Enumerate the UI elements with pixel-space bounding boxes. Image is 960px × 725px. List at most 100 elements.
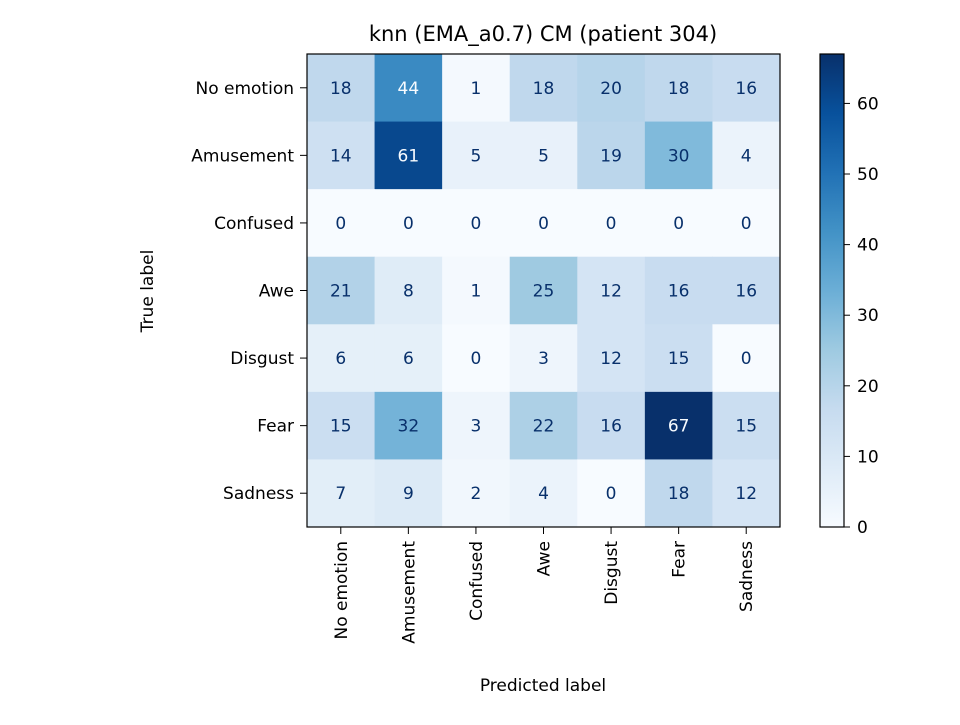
colorbar-ticks: 0 10 20 30 40 50 60	[844, 94, 879, 538]
heatmap-cell	[644, 391, 713, 460]
heatmap-cell	[374, 391, 443, 460]
heatmap-cell	[712, 256, 781, 325]
cell-value-label: 12	[735, 484, 757, 504]
cell-value-label: 4	[538, 484, 549, 504]
heatmap-cell	[644, 256, 713, 325]
heatmap-cell	[442, 324, 511, 393]
cell-value-label: 16	[668, 282, 690, 302]
cell-value-label: 18	[330, 79, 352, 99]
cell-value-label: 32	[398, 417, 420, 437]
heatmap-cell	[374, 256, 443, 325]
heatmap-cell	[374, 189, 443, 258]
cell-value-label: 3	[538, 349, 549, 369]
colorbar-tick-label: 40	[857, 236, 879, 256]
cell-value-label: 7	[335, 484, 346, 504]
y-tick-label: Awe	[259, 282, 294, 302]
heatmap-cell	[442, 391, 511, 460]
cell-value-label: 0	[335, 214, 346, 234]
cell-value-label: 21	[330, 282, 352, 302]
heatmap-cell	[644, 189, 713, 258]
x-tick-label: Amusement	[399, 541, 419, 644]
cell-value-label: 2	[471, 484, 482, 504]
cell-value-label: 0	[741, 214, 752, 234]
x-tick-label: Sadness	[737, 541, 757, 612]
cell-value-label: 20	[600, 79, 622, 99]
cell-value-label: 16	[735, 79, 757, 99]
cell-value-label: 0	[471, 214, 482, 234]
cell-value-label: 0	[741, 349, 752, 369]
heatmap-cell	[577, 256, 646, 325]
heatmap-cell	[442, 121, 511, 190]
cell-value-label: 6	[403, 349, 414, 369]
y-tick-label: Fear	[257, 417, 294, 437]
cell-value-label: 0	[471, 349, 482, 369]
cell-value-label: 5	[538, 146, 549, 166]
cell-value-label: 1	[471, 282, 482, 302]
heatmap-cell	[509, 256, 578, 325]
heatmap-cell	[712, 324, 781, 393]
heatmap-cell	[307, 459, 376, 528]
cell-value-label: 1	[471, 79, 482, 99]
colorbar-tick-label: 0	[857, 518, 868, 538]
y-tick-label: No emotion	[195, 79, 294, 99]
heatmap-cell	[509, 121, 578, 190]
cell-value-label: 25	[533, 282, 555, 302]
heatmap-cell	[712, 391, 781, 460]
cell-value-label: 0	[606, 214, 617, 234]
x-tick-label: Disgust	[602, 541, 622, 605]
heatmap-cell	[577, 54, 646, 123]
x-axis-label: Predicted label	[480, 676, 606, 696]
heatmap-cell	[509, 54, 578, 123]
heatmap-cell	[712, 121, 781, 190]
cell-value-label: 16	[600, 417, 622, 437]
heatmap-cell	[374, 54, 443, 123]
heatmap-cell	[712, 189, 781, 258]
x-tick-label: Fear	[670, 541, 690, 578]
cell-value-label: 44	[398, 79, 420, 99]
heatmap-cell	[442, 54, 511, 123]
heatmap-cell	[307, 189, 376, 258]
heatmap-cell	[442, 189, 511, 258]
cell-value-label: 14	[330, 146, 352, 166]
heatmap-cell	[442, 256, 511, 325]
cell-value-label: 0	[606, 484, 617, 504]
heatmap-cell	[374, 324, 443, 393]
cell-value-label: 9	[403, 484, 414, 504]
cell-value-label: 15	[330, 417, 352, 437]
heatmap-cell	[577, 324, 646, 393]
heatmap-cell	[509, 324, 578, 393]
colorbar: 0 10 20 30 40 50 60	[819, 53, 879, 538]
cell-value-label: 0	[403, 214, 414, 234]
cell-value-label: 3	[471, 417, 482, 437]
colorbar-tick-label: 30	[857, 306, 879, 326]
heatmap-cell	[307, 121, 376, 190]
heatmap-cell	[509, 459, 578, 528]
cell-value-label: 18	[668, 484, 690, 504]
x-tick-label: Confused	[467, 541, 487, 621]
heatmap-cells	[307, 54, 781, 528]
heatmap-cell	[577, 189, 646, 258]
colorbar-tick-label: 20	[857, 377, 879, 397]
y-tick-label: Disgust	[230, 349, 294, 369]
cell-value-label: 4	[741, 146, 752, 166]
cell-value-label: 12	[600, 349, 622, 369]
heatmap-cell	[307, 324, 376, 393]
cell-value-label: 19	[600, 146, 622, 166]
y-tick-label: Sadness	[223, 484, 294, 504]
y-tick-label: Amusement	[191, 146, 294, 166]
cell-value-label: 8	[403, 282, 414, 302]
cell-value-label: 15	[735, 417, 757, 437]
cell-value-label: 5	[471, 146, 482, 166]
chart-title: knn (EMA_a0.7) CM (patient 304)	[369, 22, 717, 47]
heatmap-cell	[644, 459, 713, 528]
heatmap-cell	[509, 391, 578, 460]
x-tick-label: No emotion	[332, 541, 352, 640]
cell-value-label: 67	[668, 417, 690, 437]
cell-value-label: 22	[533, 417, 555, 437]
heatmap-cell	[442, 459, 511, 528]
cell-value-label: 16	[735, 282, 757, 302]
cell-value-label: 30	[668, 146, 690, 166]
